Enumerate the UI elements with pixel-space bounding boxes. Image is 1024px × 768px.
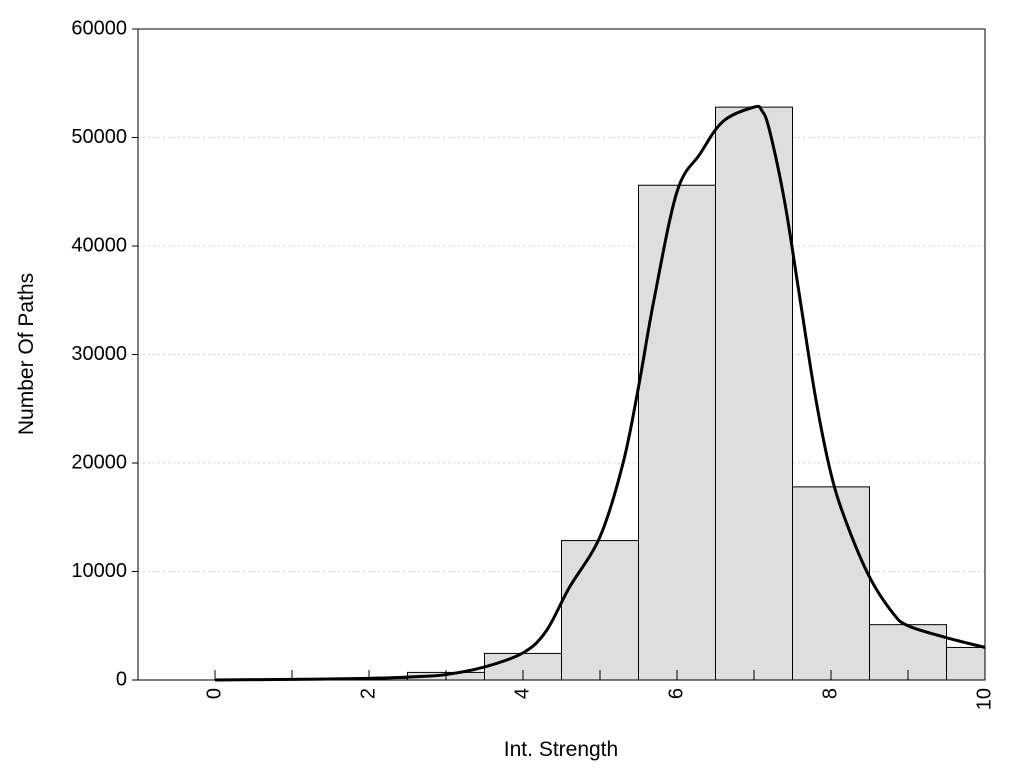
y-axis-ticks: 0 10000 20000 30000 40000 50000 60000 (71, 17, 138, 690)
density-curve-group (214, 104, 986, 682)
x-axis-title: Int. Strength (504, 738, 618, 761)
y-tick-label: 50000 (71, 126, 127, 148)
x-tick-label: 10 (973, 688, 995, 710)
y-axis-title: Number Of Paths (15, 273, 38, 435)
x-tick-label: 8 (819, 688, 841, 699)
histogram-bar (715, 106, 793, 681)
histogram-bar (946, 646, 986, 681)
x-tick-label: 0 (203, 688, 225, 699)
x-tick-label: 4 (511, 688, 533, 699)
histogram-bar (561, 540, 639, 681)
x-tick-label: 6 (665, 688, 687, 699)
y-tick-label: 30000 (71, 343, 127, 365)
x-tick-label: 2 (357, 688, 379, 699)
y-tick-label: 0 (116, 668, 127, 690)
bar-group (330, 106, 986, 681)
histogram-bar (638, 184, 716, 681)
histogram-bar (792, 486, 870, 681)
y-tick-label: 10000 (71, 560, 127, 582)
y-tick-label: 60000 (71, 17, 127, 39)
y-tick-label: 40000 (71, 234, 127, 256)
density-curve (214, 104, 986, 682)
x-axis-ticks: 0 2 4 6 8 10 (203, 670, 995, 710)
y-tick-label: 20000 (71, 451, 127, 473)
